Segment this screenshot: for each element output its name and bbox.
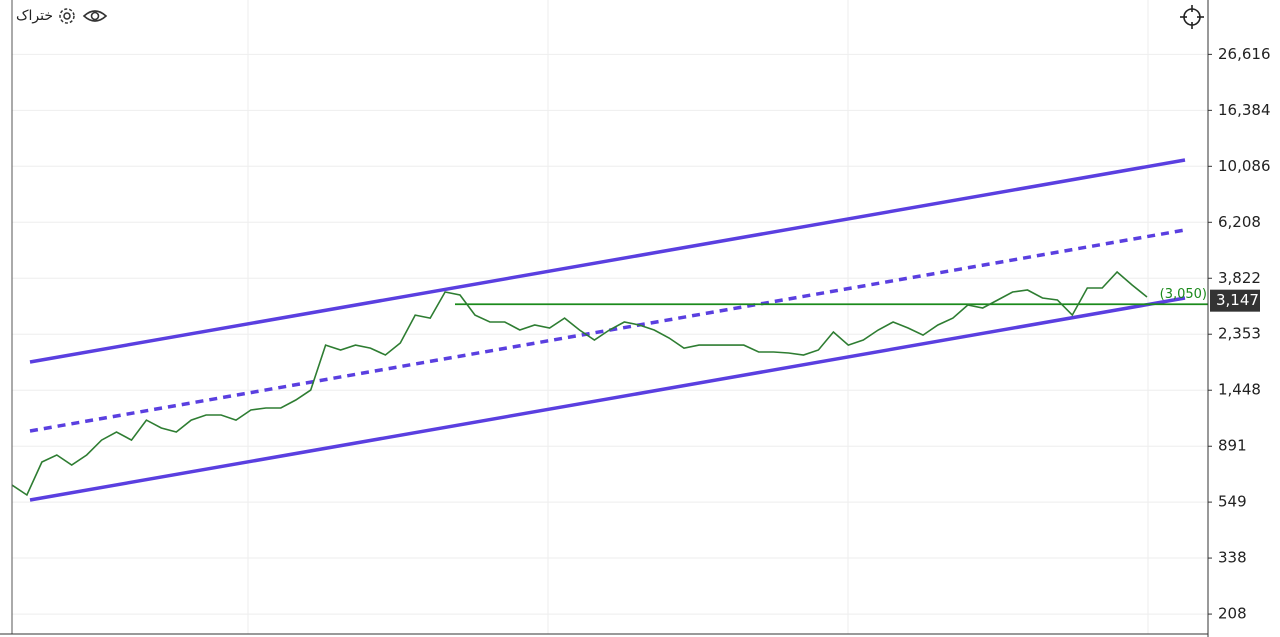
last-price-badge <box>1210 289 1260 312</box>
grid <box>12 53 1208 615</box>
crosshair-icon[interactable] <box>1180 5 1204 29</box>
y-tick-label: 3,822 <box>1218 269 1261 287</box>
vertical-grid <box>247 0 1149 634</box>
y-tick-label: 10,086 <box>1218 157 1271 175</box>
y-tick-label: 1,448 <box>1218 381 1261 399</box>
y-tick-label: 891 <box>1218 437 1247 455</box>
settings-icon[interactable] <box>59 8 75 24</box>
y-tick-label: 208 <box>1218 605 1247 623</box>
y-tick-label: 6,208 <box>1218 213 1261 231</box>
channel-upper <box>29 158 1186 364</box>
reference-label: (3,050) <box>1160 287 1207 302</box>
y-tick-label: 338 <box>1218 549 1247 567</box>
price-line <box>11 270 1148 497</box>
symbol-title: ختراک <box>16 8 53 24</box>
channel <box>29 158 1186 502</box>
y-tick-label: 26,616 <box>1218 45 1271 63</box>
plot <box>11 270 1208 497</box>
y-tick-label: 16,384 <box>1218 101 1271 119</box>
visibility-icon[interactable] <box>82 10 108 22</box>
channel-lower <box>29 296 1186 502</box>
y-tick-label: 549 <box>1218 493 1247 511</box>
last-price-label: 3,147 <box>1216 291 1259 309</box>
y-tick-label: 2,353 <box>1218 325 1261 343</box>
